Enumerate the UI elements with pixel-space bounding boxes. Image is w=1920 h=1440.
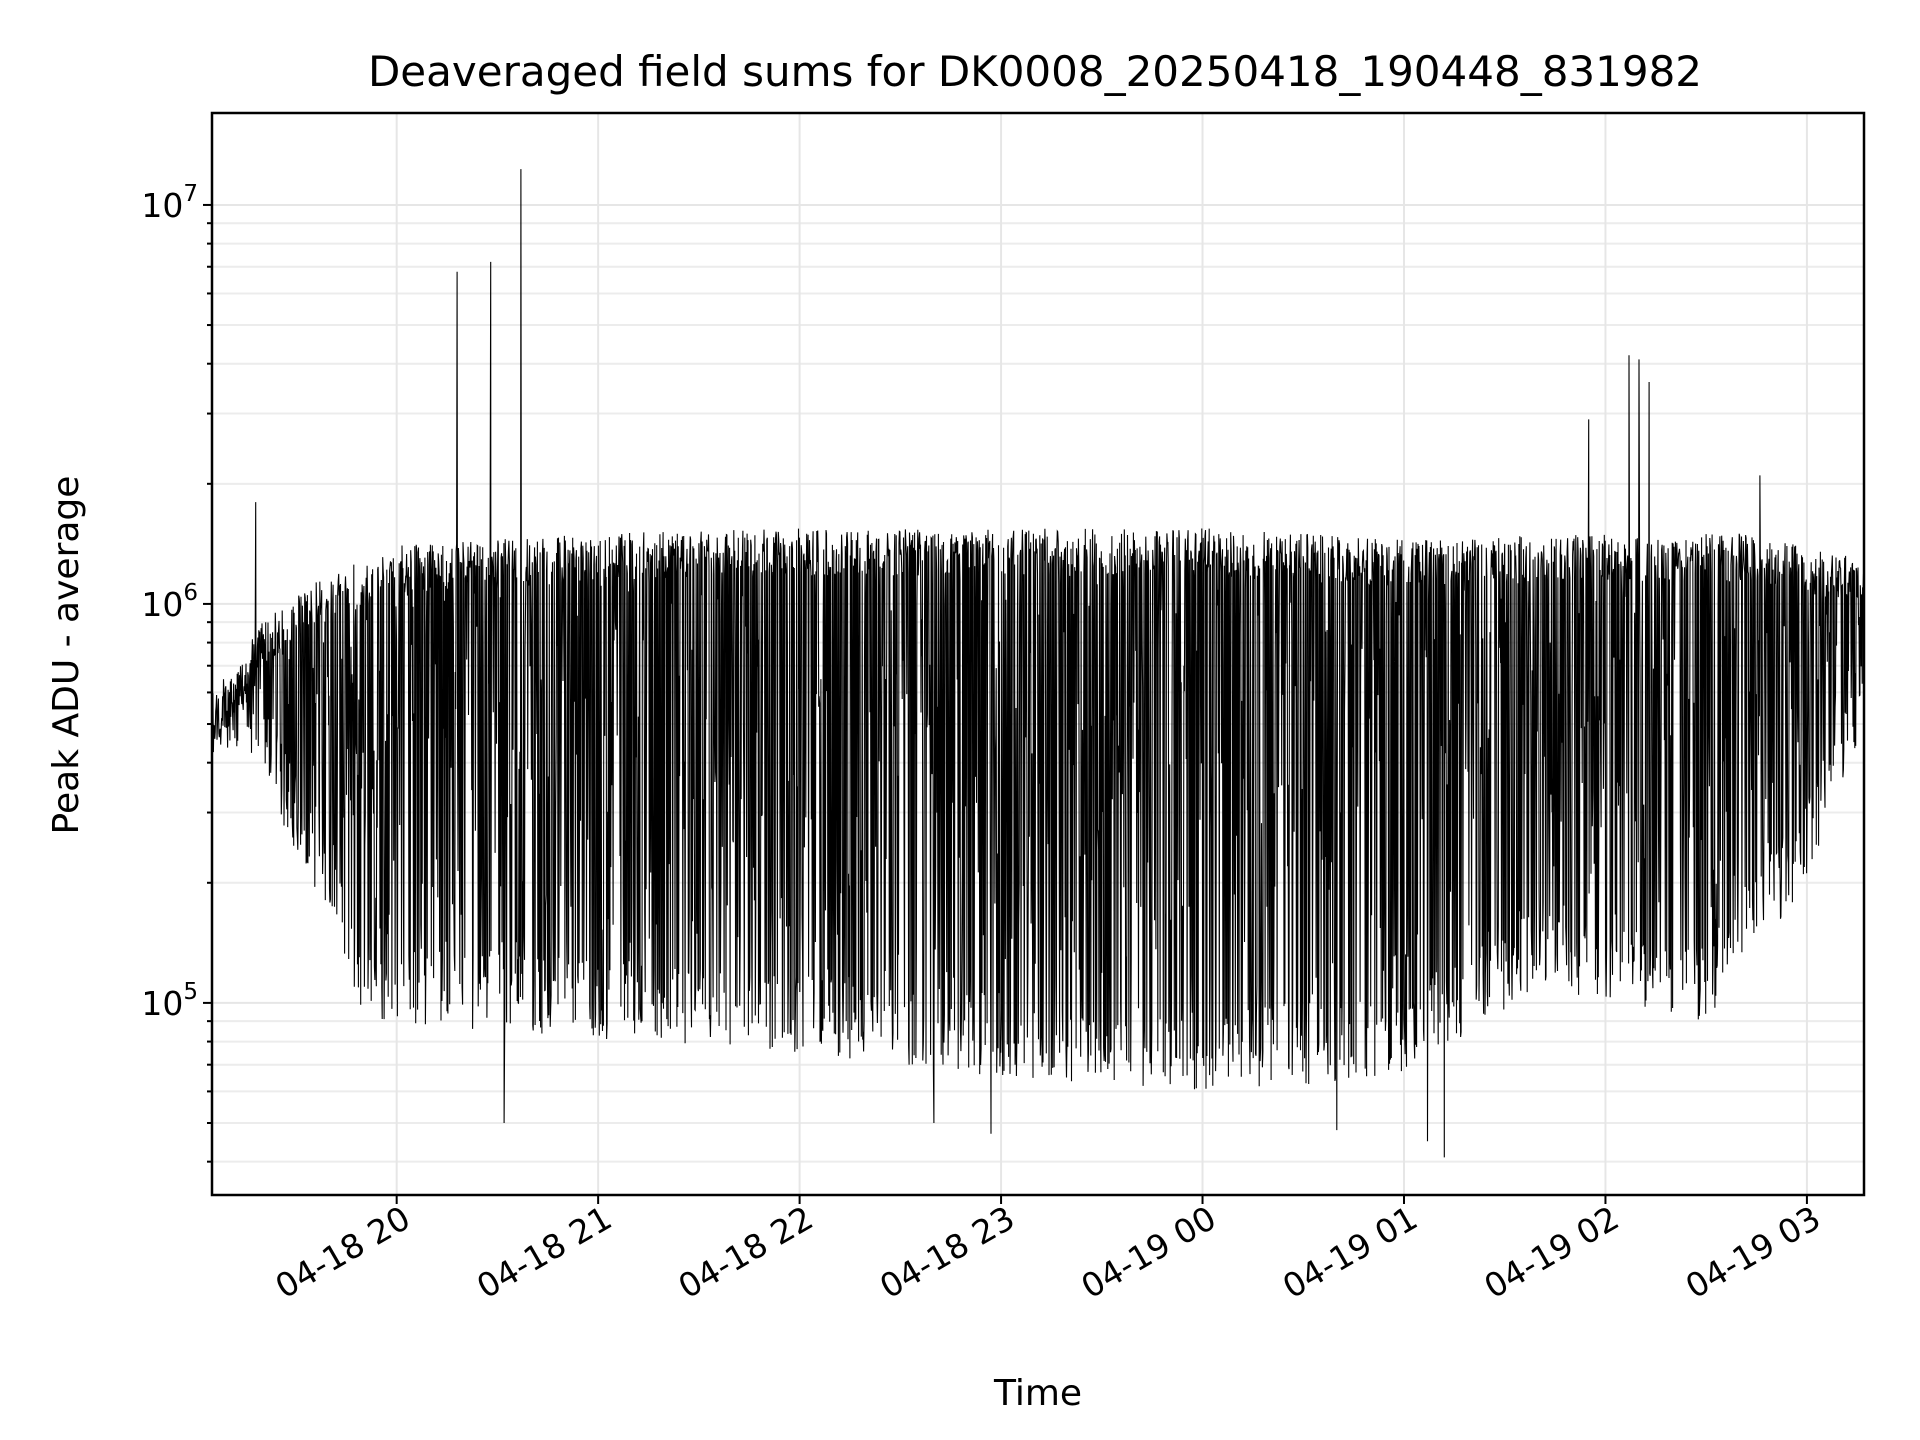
series-layer bbox=[212, 169, 1864, 1158]
y-tick-label: 105 bbox=[141, 979, 198, 1023]
y-axis-label: Peak ADU - average bbox=[46, 476, 87, 835]
x-axis-label: Time bbox=[993, 1373, 1082, 1414]
chart-title: Deaveraged field sums for DK0008_2025041… bbox=[368, 47, 1702, 96]
y-tick-label: 107 bbox=[141, 181, 198, 225]
y-axis: 105 106 107 bbox=[141, 181, 212, 1163]
y-tick-label: 106 bbox=[141, 580, 198, 624]
plot-frame bbox=[210, 111, 1866, 1197]
series-line bbox=[212, 169, 1864, 1158]
